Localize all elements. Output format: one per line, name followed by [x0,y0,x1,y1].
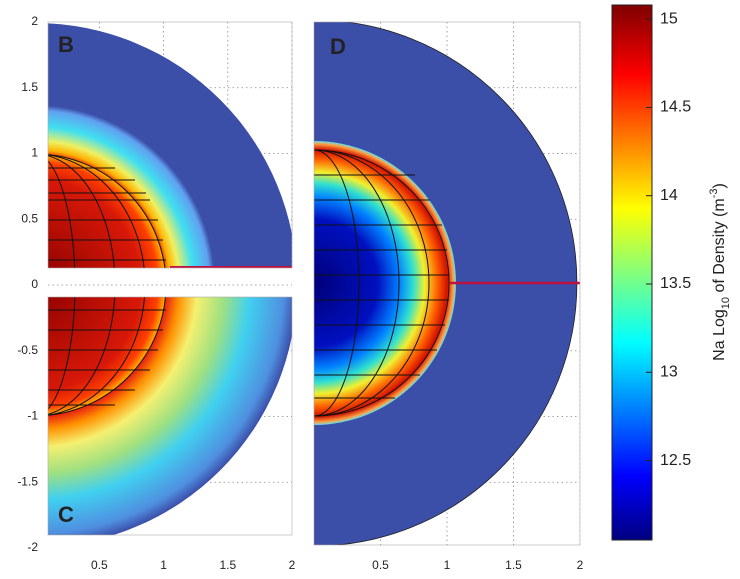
x-tick-label: 2 [289,558,296,572]
y-tick-label: -1 [27,409,38,423]
colorbar [612,5,652,540]
x-tick-label: 0.5 [372,558,389,572]
x-tick-label: 1 [160,558,167,572]
colorbar-tick-label: 14.5 [660,99,691,116]
colorbar-tick-label: 13 [660,363,678,380]
y-tick-label: -2 [27,540,38,554]
figure: B C D Na Log10 of Density (m-3) 21.510.5… [0,0,740,579]
label-part: -3 [708,189,720,199]
y-tick-label: -0.5 [17,343,38,357]
label-part: ) [711,183,728,188]
x-tick-label: 1.5 [219,558,236,572]
panel-d [172,20,580,546]
label-part: Na Log [711,309,728,361]
colorbar-tick-label: 14 [660,187,678,204]
y-tick-label: -1.5 [17,474,38,488]
panel-label: C [58,502,74,527]
colorbar-label: Na Log10 of Density (m-3) [708,183,732,361]
label-part: 10 [720,297,732,309]
x-tick-label: 2 [577,558,584,572]
x-tick-label: 1.5 [505,558,522,572]
panel-label: B [58,32,74,57]
panel-label: D [330,34,346,59]
x-tick-label: 1 [444,558,451,572]
y-tick-label: 2 [31,14,38,28]
y-tick-label: 0.5 [21,211,38,225]
y-tick-label: 1.5 [21,80,38,94]
label-part: of Density (m [711,198,728,297]
y-tick-label: 1 [31,146,38,160]
colorbar-tick-label: 13.5 [660,275,691,292]
x-tick-label: 0.5 [91,558,108,572]
colorbar-tick-label: 15 [660,10,678,27]
y-tick-label: 0 [31,277,38,291]
colorbar-tick-label: 12.5 [660,452,691,469]
